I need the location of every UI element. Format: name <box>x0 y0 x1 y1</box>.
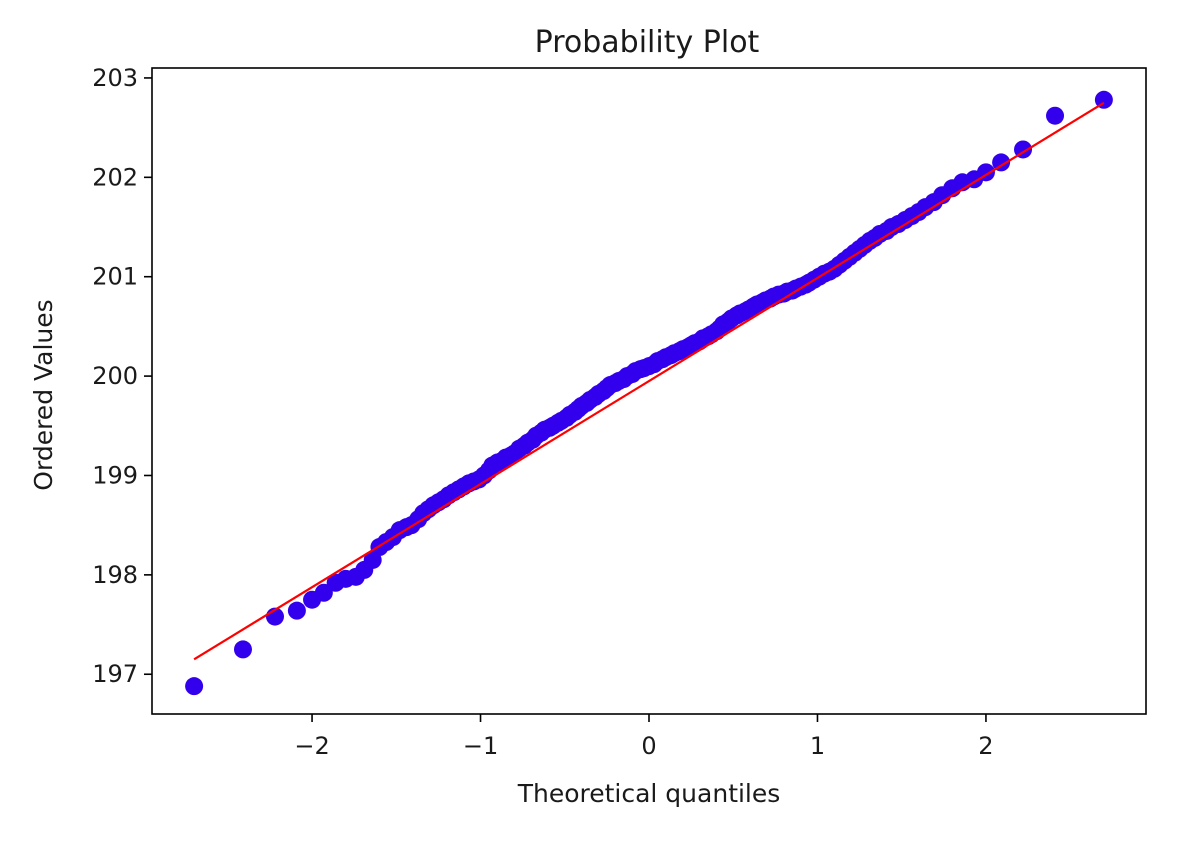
data-point <box>1046 106 1065 125</box>
x-tick-label: −1 <box>463 732 498 760</box>
x-tick-label: 0 <box>641 732 656 760</box>
chart-title: Probability Plot <box>535 25 760 60</box>
data-point <box>233 640 252 659</box>
data-point <box>287 601 306 620</box>
y-tick-label: 197 <box>92 660 138 688</box>
x-tick-label: 1 <box>810 732 825 760</box>
y-tick-label: 203 <box>92 64 138 92</box>
data-point <box>314 583 333 602</box>
data-point <box>992 153 1011 172</box>
data-point <box>185 677 204 696</box>
data-points <box>185 90 1113 696</box>
y-axis-label: Ordered Values <box>29 299 58 490</box>
y-tick-label: 198 <box>92 561 138 589</box>
y-tick-label: 201 <box>92 263 138 291</box>
fit-line <box>193 101 1105 661</box>
fit-line-group <box>193 101 1105 661</box>
x-tick-label: −2 <box>294 732 329 760</box>
axis-ticks: −2 −1 0 1 2 197 198 199 200 201 202 203 <box>92 64 993 760</box>
y-tick-label: 199 <box>92 461 138 489</box>
y-tick-label: 200 <box>92 362 138 390</box>
plot-frame <box>151 67 1147 715</box>
y-tick-label: 202 <box>92 163 138 191</box>
x-tick-label: 2 <box>978 732 993 760</box>
x-axis-label: Theoretical quantiles <box>517 779 781 808</box>
